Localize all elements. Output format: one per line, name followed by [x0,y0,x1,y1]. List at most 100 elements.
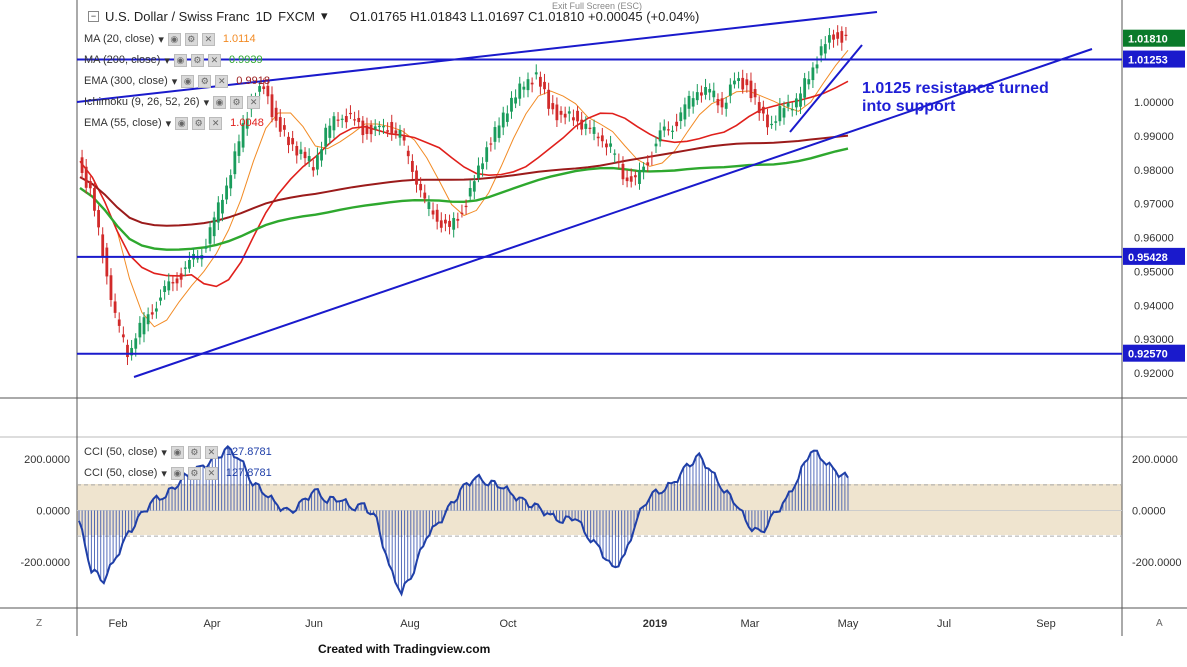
price-tick-label: 0.99000 [1134,131,1174,143]
chevron-down-icon[interactable]: ▾ [158,33,164,46]
close-icon[interactable]: ✕ [247,95,261,109]
gear-icon[interactable]: ⚙ [192,116,206,130]
candle-up [823,44,827,54]
candle-down [749,80,753,99]
legend-ema300[interactable]: EMA (300, close) ▾ ◉ ⚙ ✕ 0.9918 [84,73,270,89]
close-icon[interactable]: ✕ [201,32,215,46]
eye-icon[interactable]: ◉ [173,53,187,67]
candle-down [93,188,96,211]
eye-icon[interactable]: ◉ [175,116,189,130]
candle-up [803,78,807,98]
price-tick-label: 0.95000 [1134,266,1174,278]
candle-down [303,151,307,159]
chevron-down-icon[interactable]: ▾ [171,75,178,88]
price-tick-label: 0.94000 [1134,300,1174,312]
gear-icon[interactable]: ⚙ [187,445,201,459]
eye-icon[interactable]: ◉ [170,466,184,480]
close-icon[interactable]: ✕ [204,466,218,480]
candle-down [761,106,765,114]
candle-up [584,123,588,129]
candle-down [361,120,365,136]
candle-up [146,314,150,325]
gear-icon[interactable]: ⚙ [184,32,198,46]
price-label-text: 0.92570 [1128,349,1168,361]
legend-label: EMA (300, close) [84,75,168,87]
cci-tick-label-right: -200.0000 [1132,557,1182,569]
legend-cci-1[interactable]: CCI (50, close) ▾ ◉ ⚙ ✕ 127.8781 [84,444,272,460]
eye-icon[interactable]: ◉ [181,74,195,88]
candle-down [617,161,621,163]
trendlines [76,11,1122,378]
exit-fullscreen-hint[interactable]: Exit Full Screen (ESC) [552,1,643,11]
grid [0,0,1187,636]
candle-down [555,104,559,121]
gear-icon[interactable]: ⚙ [187,466,201,480]
ema300-line [79,134,849,227]
eye-icon[interactable]: ◉ [167,32,181,46]
candle-up [299,149,303,154]
candle-down [274,107,278,121]
chevron-down-icon[interactable]: ▾ [161,467,167,480]
legend-ma20[interactable]: MA (20, close) ▾ ◉ ⚙ ✕ 1.0114 [84,31,256,47]
gear-icon[interactable]: ⚙ [190,53,204,67]
candle-up [819,46,823,56]
collapse-icon[interactable]: − [88,10,99,22]
candle-up [163,286,167,292]
legend-ma200[interactable]: MA (200, close) ▾ ◉ ⚙ ✕ 0.9939 [84,52,263,68]
candle-down [439,220,443,228]
candle-down [547,89,551,109]
legend-value: 1.0048 [230,117,264,129]
price-label-box [1123,29,1185,47]
candle-down [572,117,575,121]
legend-label: Ichimoku (9, 26, 52, 26) [84,96,200,108]
eye-icon[interactable]: ◉ [170,445,184,459]
candle-down [666,129,670,131]
gear-icon[interactable]: ⚙ [230,95,244,109]
symbol-name[interactable]: U.S. Dollar / Swiss Franc [105,8,250,24]
interval-label[interactable]: 1D [255,8,273,24]
candle-up [245,118,249,129]
candle-down [175,278,179,284]
close-icon[interactable]: ✕ [204,445,218,459]
legend-ema55[interactable]: EMA (55, close) ▾ ◉ ⚙ ✕ 1.0048 [84,115,264,131]
candle-up [497,125,501,138]
candle-up [695,92,699,101]
timezone-icon[interactable]: Z [36,618,43,629]
candle-down [262,86,266,90]
close-icon[interactable]: ✕ [209,116,223,130]
legend-ichimoku[interactable]: Ichimoku (9, 26, 52, 26) ▾ ◉ ⚙ ✕ [84,94,261,110]
chevron-down-icon[interactable]: ▾ [161,446,167,459]
candle-down [369,124,373,135]
chevron-down-icon[interactable]: ▾ [164,54,170,67]
close-icon[interactable]: ✕ [207,53,221,67]
candle-up [770,123,774,126]
candle-up [208,227,212,244]
close-icon[interactable]: ✕ [215,74,229,88]
candle-up [828,35,831,43]
price-tick-label: 0.93000 [1134,334,1174,346]
eye-icon[interactable]: ◉ [213,95,227,109]
candle-up [159,297,162,301]
candle-up [658,130,662,142]
price-tick-label: 0.92000 [1134,368,1174,380]
chevron-down-icon[interactable]: ▾ [203,96,210,109]
legend-cci-2[interactable]: CCI (50, close) ▾ ◉ ⚙ ✕ 127.8781 [84,465,272,481]
candle-up [377,125,381,128]
candle-down [266,85,270,97]
candle-down [444,219,447,224]
moving-averages [79,49,849,328]
exchange-label: FXCM [278,8,315,24]
candle-down [126,344,129,358]
ema55-line [79,80,849,288]
candle-down [836,32,840,39]
candle-down [390,122,394,135]
candle-up [687,95,691,109]
gear-icon[interactable]: ⚙ [198,74,212,88]
candle-down [741,77,745,90]
auto-scale-icon[interactable]: A [1156,618,1163,629]
candle-up [807,79,811,85]
chevron-down-icon[interactable]: ▾ [320,8,328,23]
chevron-down-icon[interactable]: ▾ [165,117,172,130]
price-label-text: 1.01253 [1128,55,1168,67]
